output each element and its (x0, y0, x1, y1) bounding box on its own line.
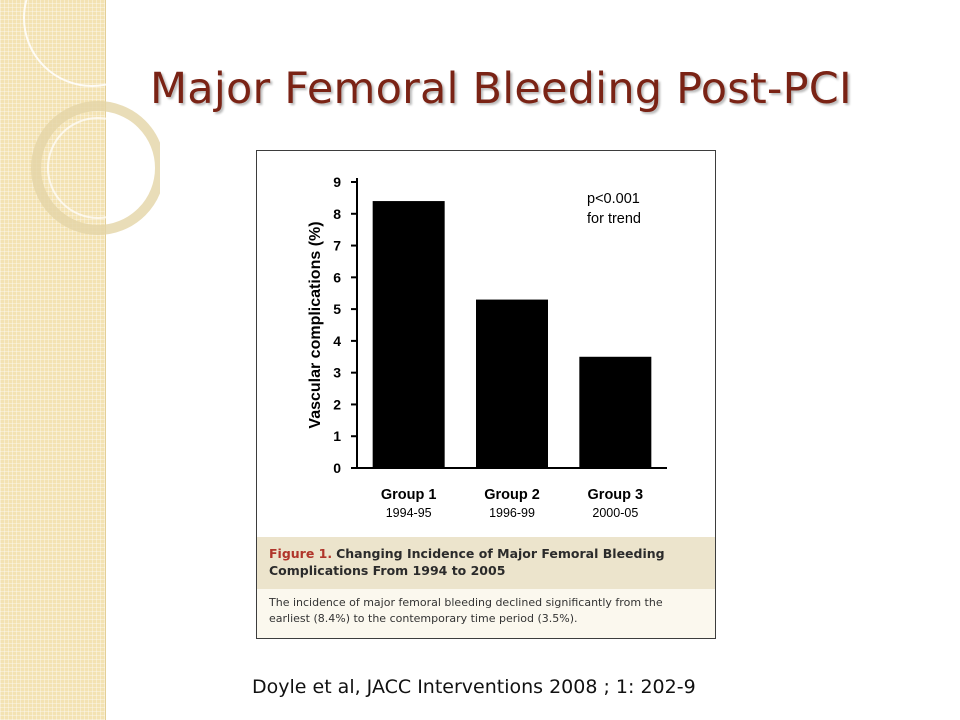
x-category-sublabel: 1996-99 (489, 506, 535, 520)
y-axis-title: Vascular complications (%) (307, 221, 324, 428)
x-category-sublabel: 2000-05 (592, 506, 638, 520)
figure-title: Changing Incidence of Major Femoral Blee… (269, 546, 665, 578)
p-value-annotation: p<0.001 (587, 191, 640, 207)
x-category-label: Group 1 (381, 487, 437, 503)
figure-panel: 0 1 2 3 4 5 6 7 8 9 Vascular complications (%) Grou… (256, 150, 716, 639)
slide-title: Major Femoral Bleeding Post-PCI (150, 64, 852, 114)
decorative-rings (23, 0, 160, 235)
citation: Doyle et al, JACC Interventions 2008 ; 1… (252, 676, 696, 698)
y-tick-label: 2 (333, 396, 341, 412)
bar (372, 201, 445, 469)
figure-caption-heading: Figure 1. Changing Incidence of Major Fe… (257, 537, 715, 589)
y-tick-label: 5 (333, 301, 341, 317)
y-tick-label: 9 (333, 174, 341, 190)
bar (476, 299, 548, 468)
bar-chart: 0 1 2 3 4 5 6 7 8 9 Vascular complications (%) Grou… (307, 174, 667, 520)
p-value-annotation: for trend (587, 211, 641, 227)
y-tick-label: 8 (333, 206, 341, 222)
x-category-label: Group 3 (588, 487, 644, 503)
figure-label: Figure 1. (269, 546, 333, 561)
y-tick-label: 4 (333, 333, 341, 349)
x-category-sublabel: 1994-95 (386, 506, 432, 520)
bar (579, 356, 652, 468)
x-category-label: Group 2 (484, 487, 540, 503)
y-tick-label: 3 (333, 365, 341, 381)
figure-caption-text: The incidence of major femoral bleeding … (257, 589, 715, 638)
y-tick-label: 7 (333, 238, 341, 254)
y-tick-label: 1 (333, 428, 341, 444)
y-tick-label: 0 (333, 460, 341, 476)
y-tick-label: 6 (333, 269, 341, 285)
